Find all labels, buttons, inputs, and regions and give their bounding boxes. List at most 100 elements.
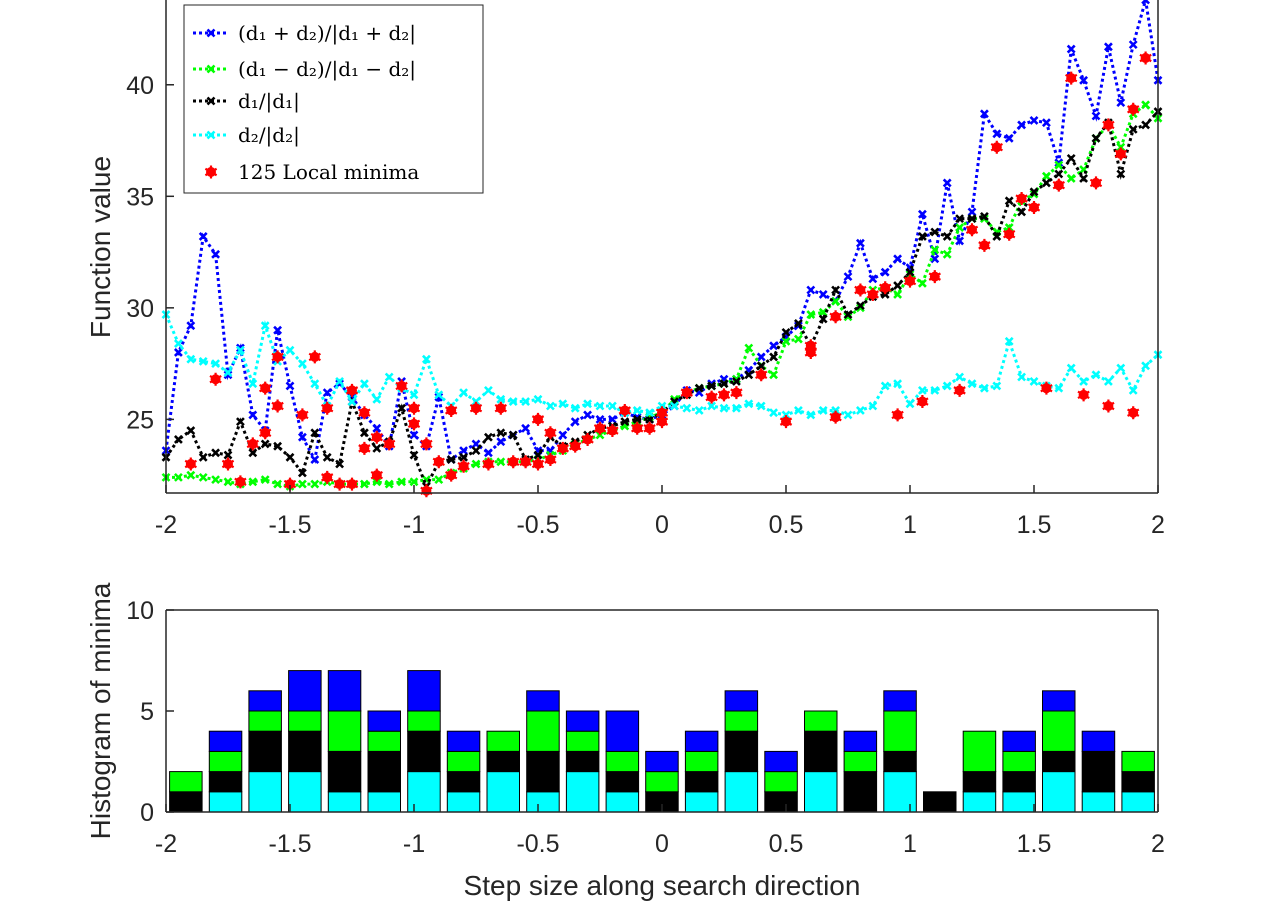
y-tick-label: 0 — [140, 799, 154, 827]
local-minimum-marker-rays — [333, 477, 346, 491]
series-0-point — [806, 285, 816, 295]
line-chart-y-ticks: 25 30 35 40 — [126, 72, 174, 434]
local-minimum-marker-rays — [457, 459, 470, 473]
series-2-point — [186, 426, 196, 435]
x-tick-label: 0 — [655, 830, 669, 858]
histogram-bar-segment-2 — [1002, 750, 1036, 773]
series-3-point — [1116, 363, 1126, 373]
series-0-point — [285, 381, 295, 391]
histogram-bar-segment-3 — [605, 710, 640, 752]
series-1-point — [434, 475, 444, 485]
series-3-point — [260, 321, 270, 331]
histogram-bar-segment-1 — [1081, 750, 1116, 793]
legend-marker-3 — [206, 130, 216, 140]
legend-items: (d₁ + d₂)/|d₁ + d₂| (d₁ − d₂)/|d₁ − d₂| d₁… — [193, 21, 419, 184]
local-minimum-marker-rays — [1027, 200, 1041, 214]
histogram-bar-segment-3 — [565, 710, 600, 732]
series-0-point — [930, 254, 940, 264]
series-3-point — [359, 379, 369, 389]
histogram-bar-segment-3 — [724, 690, 759, 712]
histogram-bar-segment-0 — [804, 771, 838, 813]
series-2-point — [359, 428, 369, 438]
series-2-point — [645, 414, 655, 424]
histogram-bar-segment-0 — [883, 771, 917, 813]
series-2-point — [781, 327, 791, 337]
local-minimum-marker-rays — [321, 401, 334, 415]
series-0-point — [496, 437, 506, 447]
local-minimum-marker-rays — [978, 238, 991, 252]
histogram-bar-segment-3 — [1002, 730, 1036, 752]
local-minimum-marker-rays — [1127, 406, 1140, 420]
series-3-point — [893, 379, 903, 389]
series-3-point — [868, 401, 878, 411]
local-minimum-marker-rays — [1127, 102, 1140, 116]
histogram-bar-segment-2 — [248, 710, 282, 732]
histogram-bar-segment-3 — [248, 690, 282, 712]
series-3-point — [756, 401, 766, 411]
x-tick-label: -1 — [403, 511, 425, 539]
series-2-point — [248, 448, 258, 458]
series-0-point — [942, 178, 952, 188]
local-minimum-marker-rays — [445, 468, 458, 482]
histogram-bar-segment-3 — [208, 730, 243, 752]
local-minimum-marker-rays — [259, 426, 272, 440]
local-minimum-marker-rays — [221, 457, 235, 471]
series-3-point — [855, 406, 865, 415]
legend-label-2: d₁/|d₁| — [238, 89, 300, 114]
histogram-bar-segment-2 — [843, 750, 878, 773]
histogram-bar-segment-1 — [962, 771, 997, 793]
histogram-bar-segment-2 — [645, 771, 679, 793]
local-minimum-marker-rays — [209, 372, 222, 386]
series-1-point — [843, 312, 853, 322]
histogram-bar-segment-1 — [486, 750, 520, 773]
histogram-bar-segment-1 — [804, 730, 838, 773]
series-2-point — [756, 361, 766, 371]
series-3-point — [459, 388, 469, 398]
legend-label-3: d₂/|d₂| — [238, 123, 300, 148]
x-tick-label: 0.5 — [769, 511, 804, 539]
series-2-point — [260, 439, 270, 449]
series-0-point — [880, 267, 890, 277]
series-3-point — [880, 381, 890, 391]
series-2-point — [322, 452, 332, 462]
series-0-point — [893, 254, 903, 264]
local-minimum-marker-rays — [445, 403, 458, 417]
local-minimum-marker-rays — [469, 401, 483, 415]
histogram-bar-segment-0 — [407, 771, 441, 813]
series-3-point — [1141, 361, 1151, 371]
histogram-bar-segment-3 — [764, 750, 798, 773]
local-minimum-marker-rays — [544, 453, 557, 467]
histogram-bar-segment-0 — [248, 771, 282, 813]
local-minimum-marker-rays — [271, 399, 284, 413]
series-3-point — [297, 359, 307, 369]
local-minimum-marker-rays — [345, 383, 359, 397]
series-1-point — [1041, 171, 1051, 181]
series-3-point — [1066, 363, 1076, 373]
histogram-bar-segment-3 — [883, 690, 917, 712]
series-0-point — [322, 388, 332, 398]
series-1-point — [260, 475, 270, 485]
series-1-point — [409, 477, 419, 487]
series-2-point — [1054, 169, 1064, 179]
histogram-bar-segment-1 — [208, 771, 243, 793]
series-3-point — [223, 368, 233, 377]
series-3-point — [967, 379, 977, 389]
series-0-point — [843, 272, 853, 282]
y-tick-label: 40 — [126, 72, 154, 100]
histogram-bar-segment-3 — [843, 730, 878, 752]
local-minimum-marker-rays — [1102, 118, 1115, 132]
series-2-point — [955, 214, 965, 224]
series-3-point — [570, 403, 580, 413]
local-minimum-marker-rays — [1077, 388, 1090, 402]
series-0-point — [310, 455, 320, 464]
local-minimum-marker-rays — [1003, 227, 1016, 241]
histogram-bar-segment-0 — [684, 791, 719, 813]
histogram-bar-segment-2 — [724, 710, 759, 732]
local-minimum-marker-rays — [370, 468, 383, 482]
series-2-point — [930, 227, 940, 237]
histogram-bar-segment-1 — [248, 730, 282, 773]
local-minimum-marker-rays — [593, 421, 607, 435]
histogram-bar-segment-3 — [645, 750, 679, 773]
series-2-point — [893, 281, 903, 290]
series-2-point — [719, 379, 729, 389]
